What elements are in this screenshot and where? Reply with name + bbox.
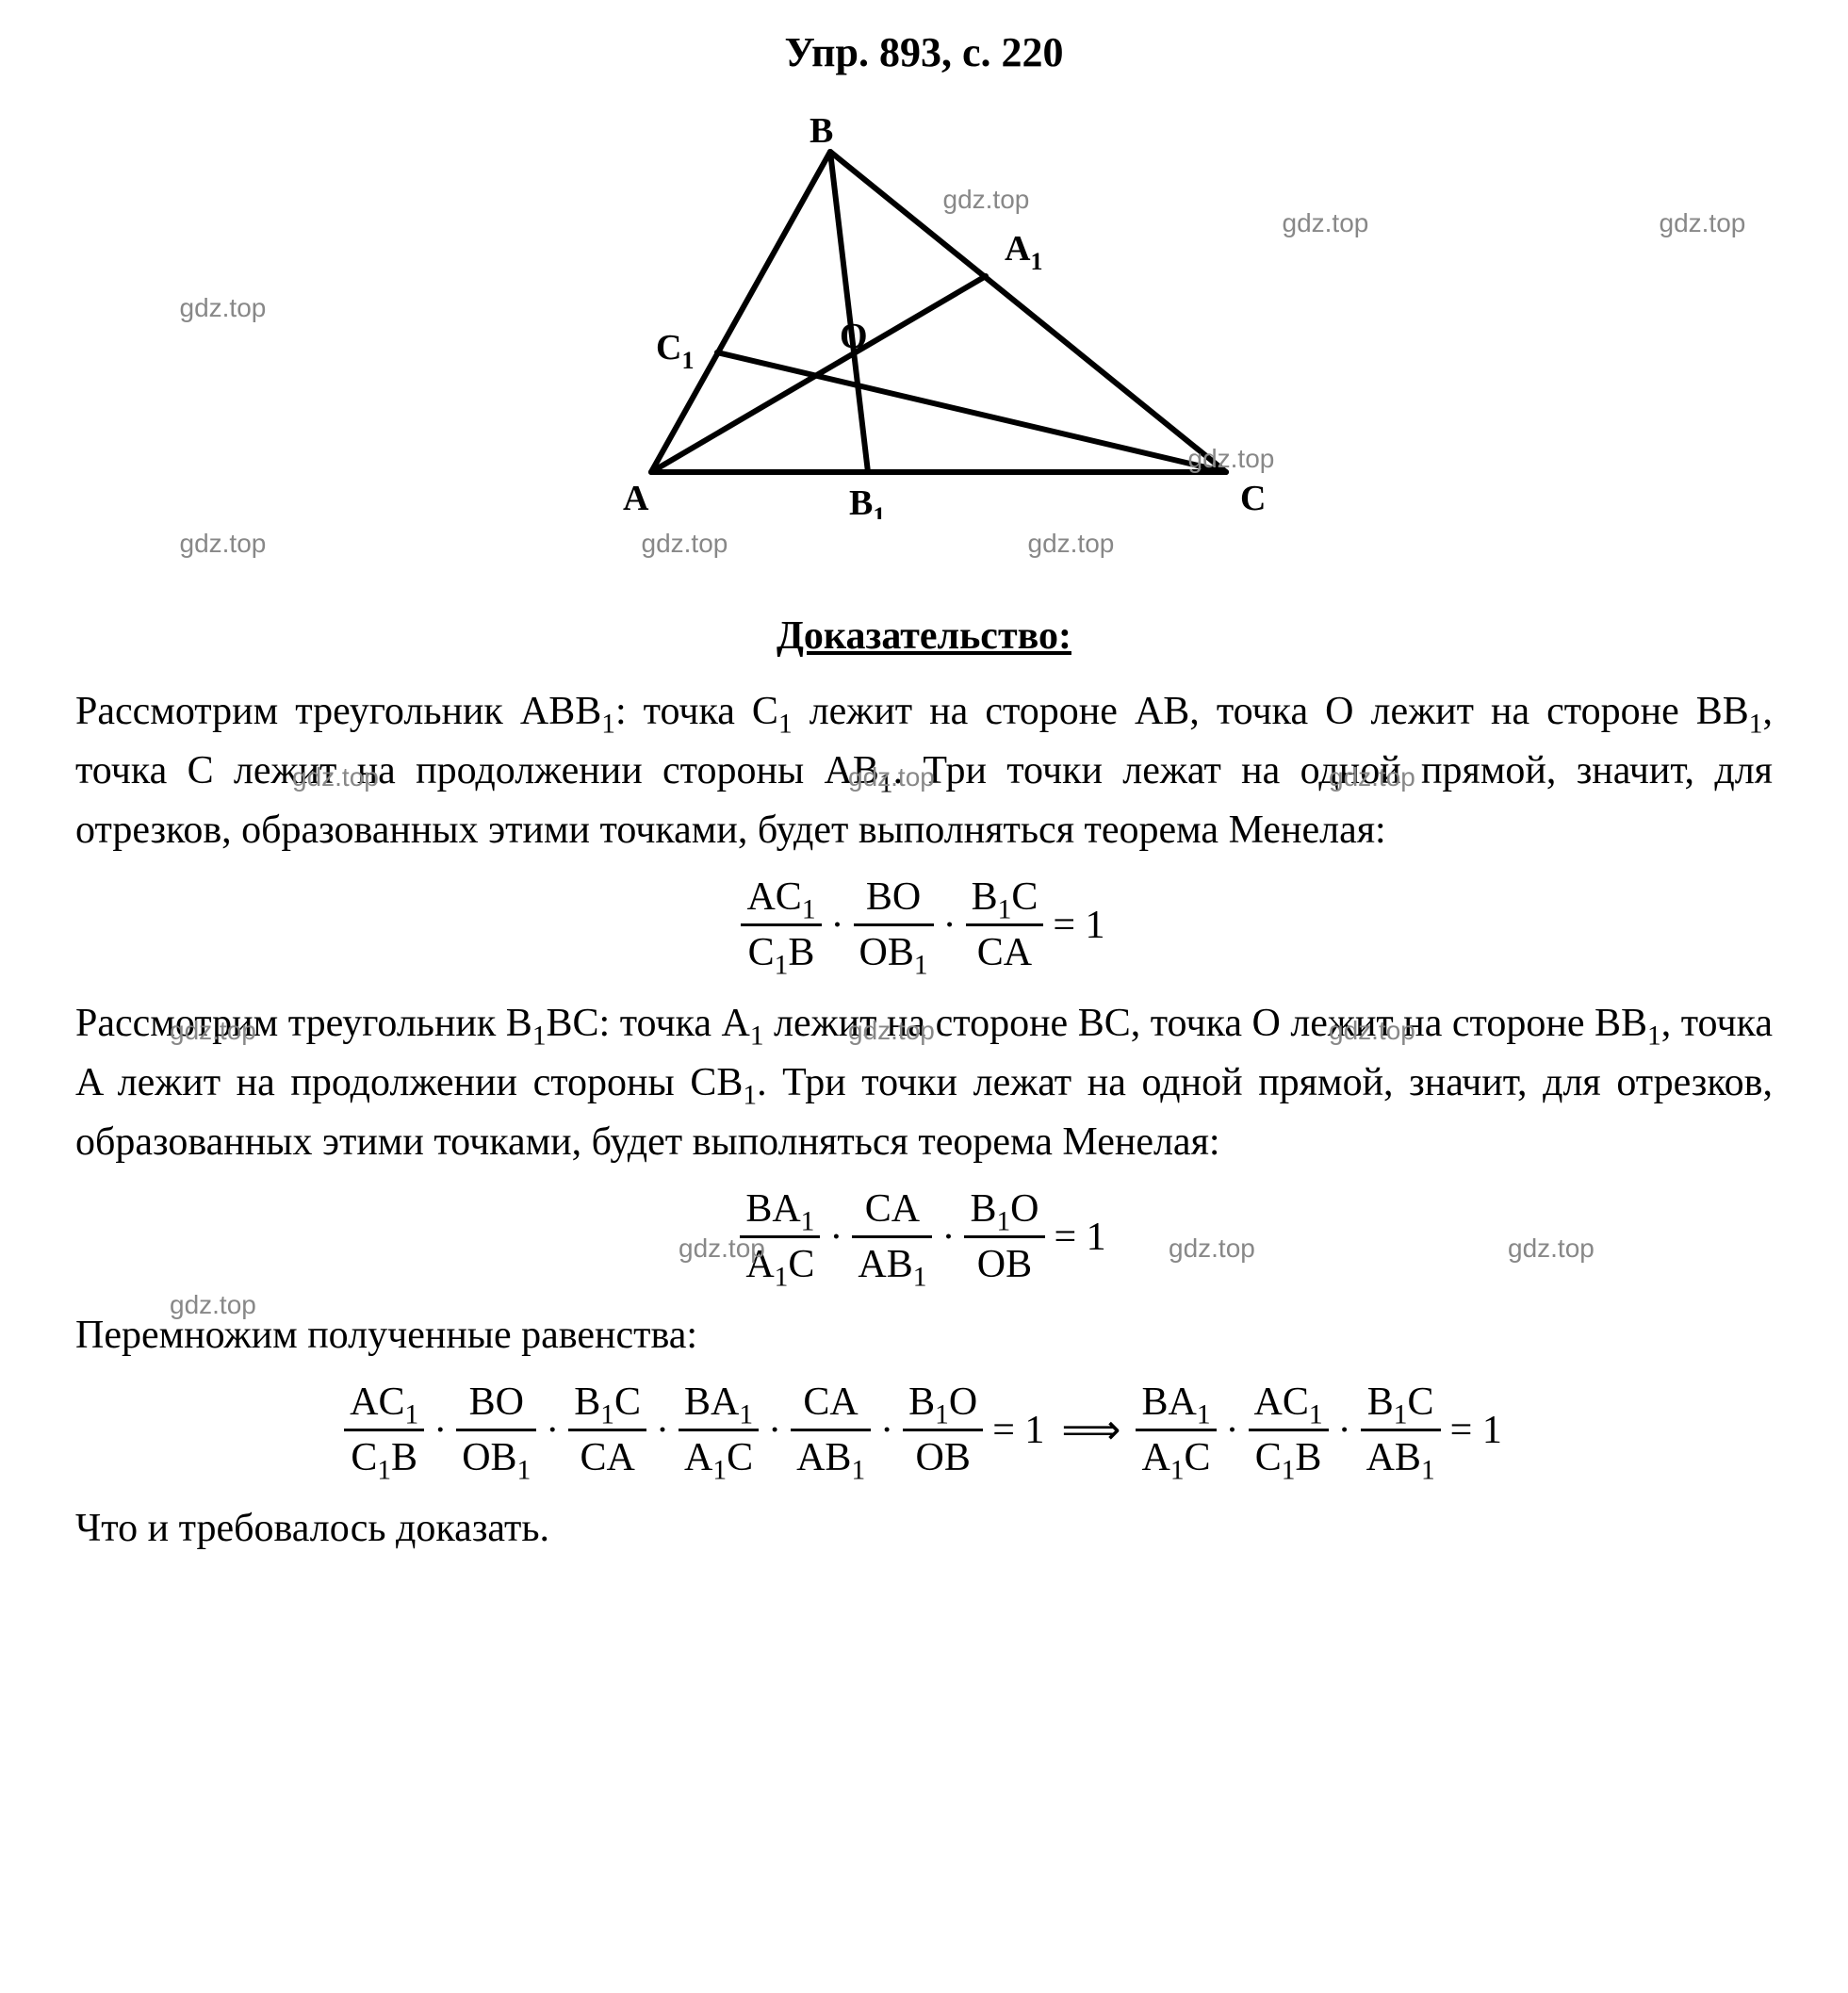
diagram-container: ABCA1B1C1O gdz.topgdz.topgdz.topgdz.topg…	[76, 114, 1773, 585]
svg-text:B1: B1	[849, 483, 885, 519]
equation-1: AC1C1B·BOOB1·B1CCA= 1	[75, 874, 1773, 975]
svg-text:C: C	[1240, 479, 1266, 518]
proof-heading: Доказательство:	[75, 613, 1773, 659]
svg-text:A1: A1	[1005, 229, 1042, 275]
qed: Что и требовалось доказать.	[75, 1499, 1773, 1559]
paragraph-2: Рассмотрим треугольник B1BC: точка A1 ле…	[75, 994, 1773, 1172]
paragraph-1: Рассмотрим треугольник ABB1: точка C1 ле…	[75, 682, 1773, 860]
svg-text:B: B	[810, 114, 833, 151]
svg-text:O: O	[840, 317, 868, 356]
equation-3: AC1C1B·BOOB1·B1CCA·BA1A1C·CAAB1·B1OOB= 1…	[75, 1380, 1773, 1480]
triangle-diagram: A B C A1 B1 C1 O	[566, 114, 1283, 519]
svg-text:C1: C1	[656, 328, 694, 374]
equation-2: BA1A1C·CAAB1·B1OOB= 1gdz.topgdz.topgdz.t…	[75, 1186, 1773, 1287]
paragraph-3: Перемножим полученные равенства:	[75, 1306, 1773, 1365]
page-heading: Упр. 893, с. 220	[75, 28, 1773, 76]
svg-text:A: A	[623, 479, 649, 518]
